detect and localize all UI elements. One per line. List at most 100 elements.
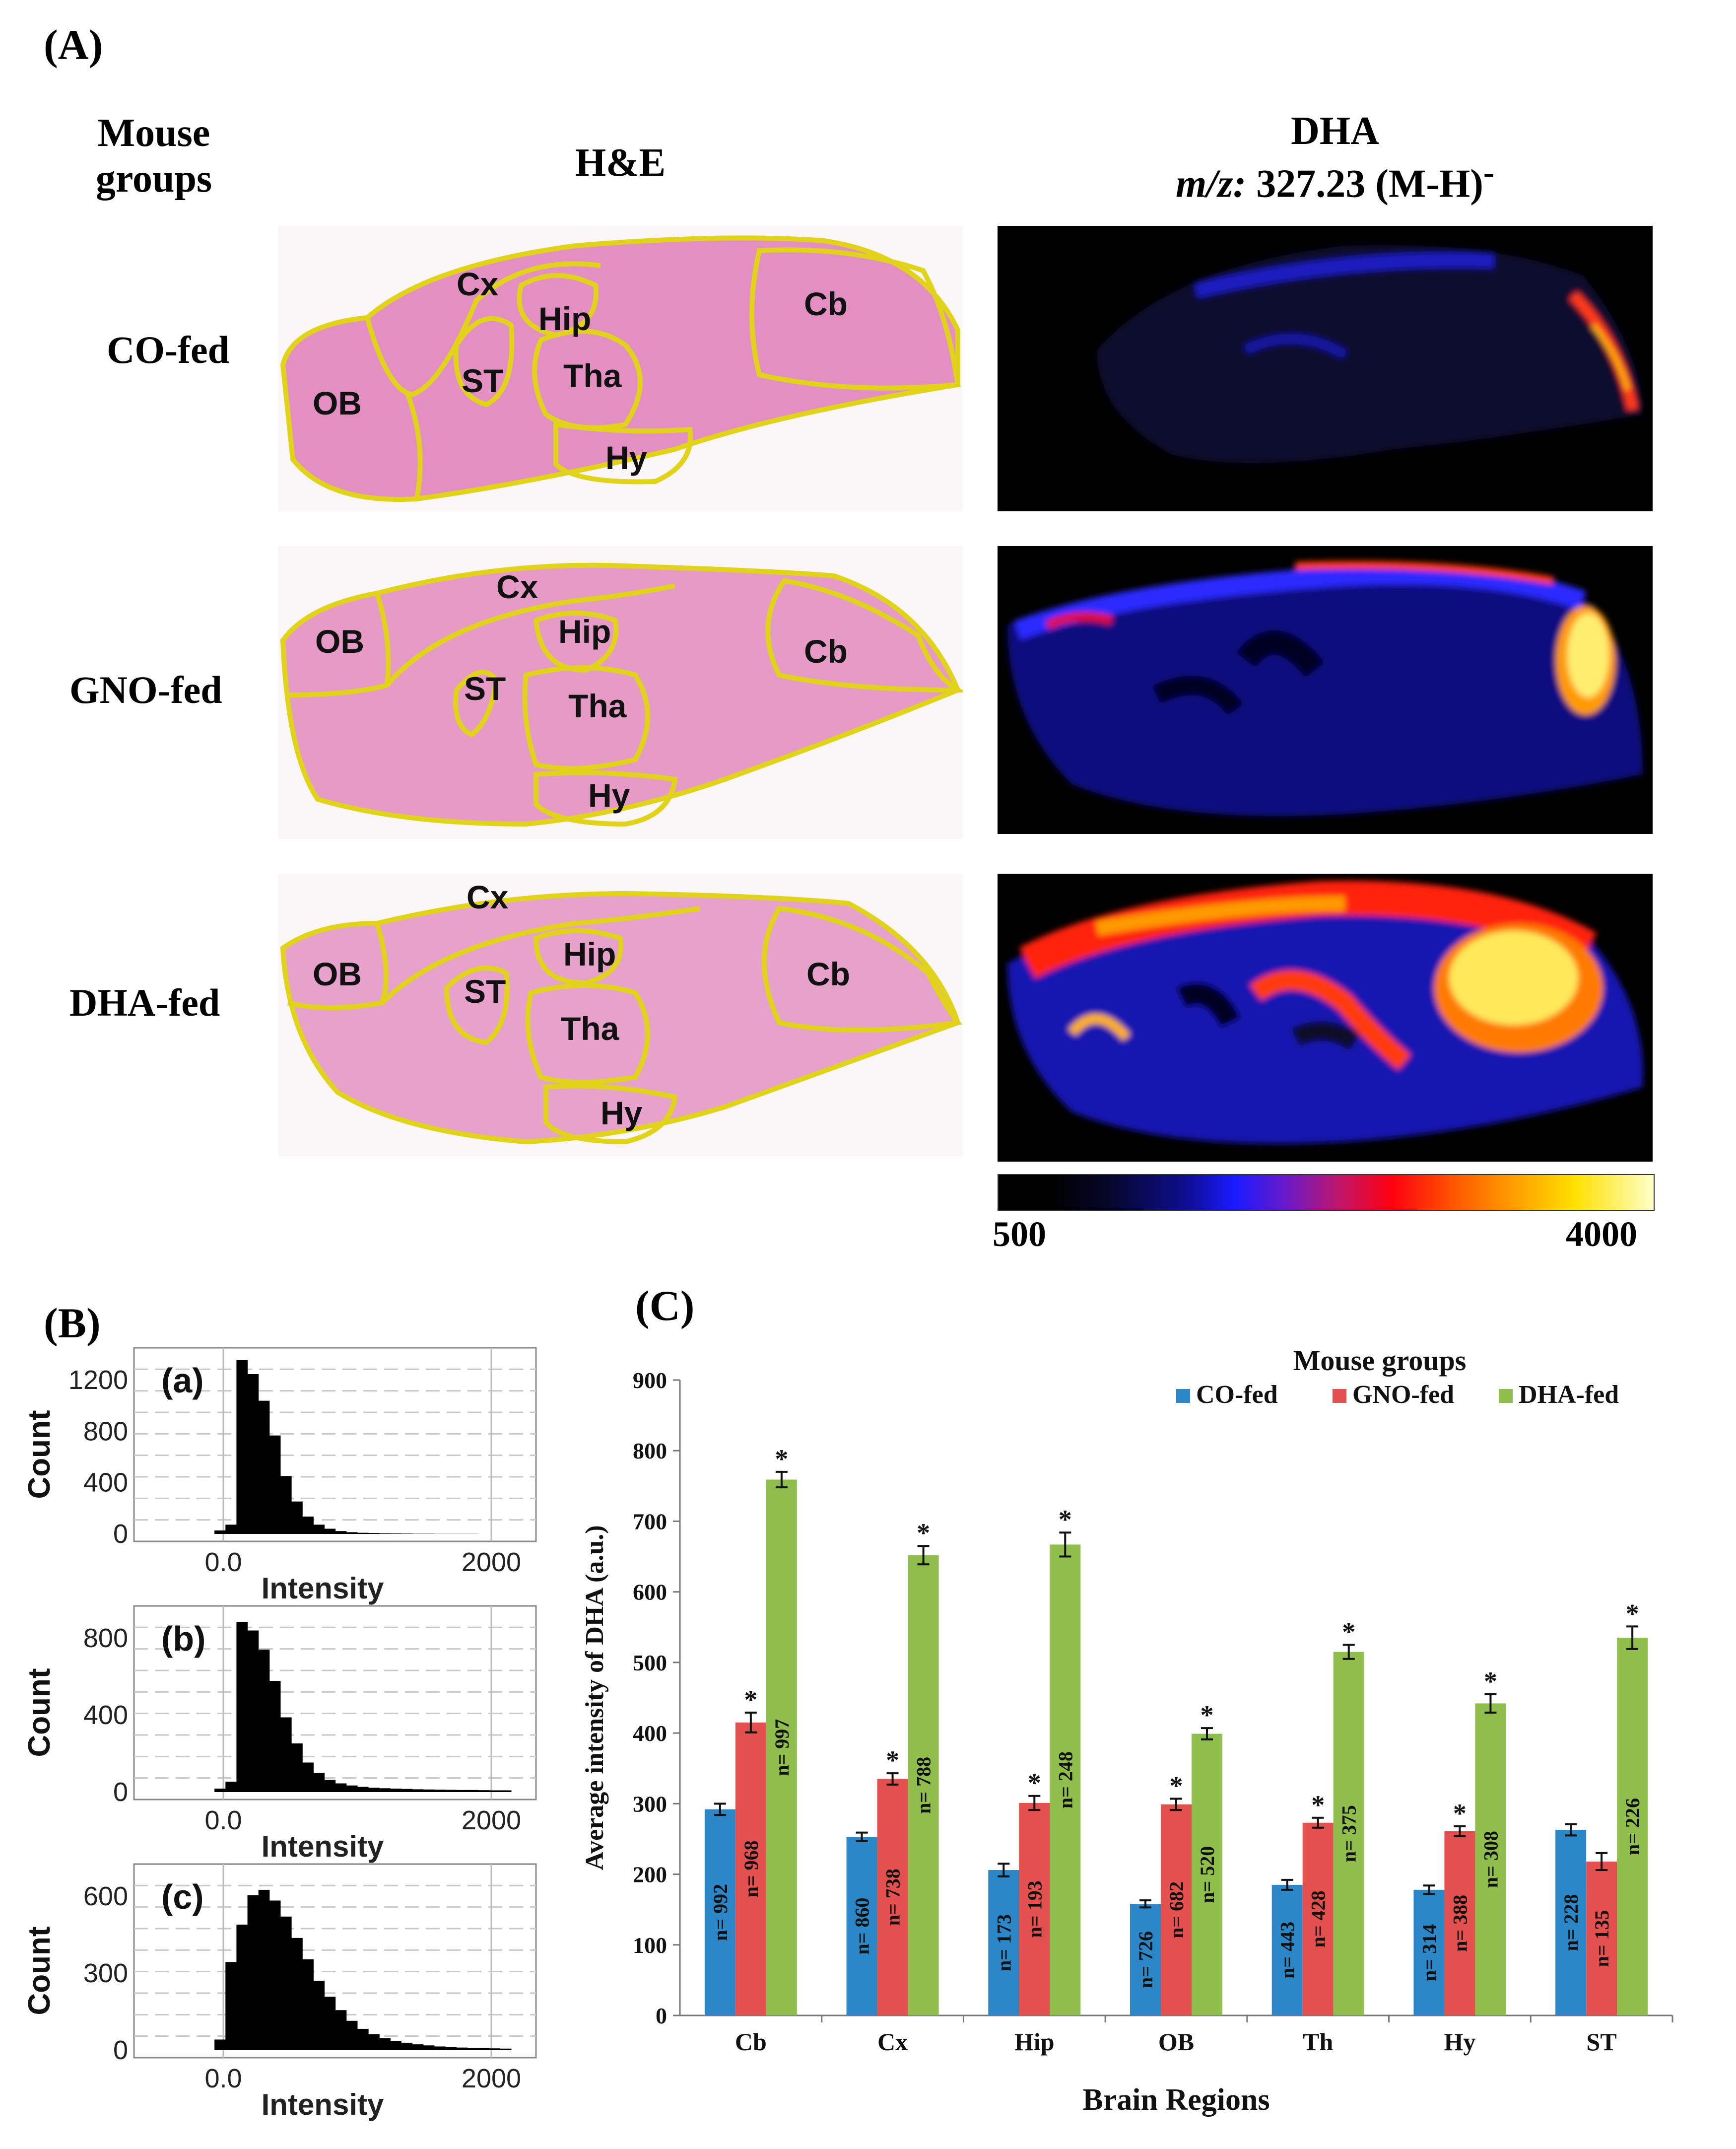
- hist-bin: [291, 1743, 303, 1792]
- row-label-gno: GNO-fed: [69, 668, 222, 711]
- legend-swatch: [1176, 1389, 1190, 1403]
- bar-co-fed-st: [1555, 1829, 1587, 2015]
- hist-bin: [236, 1360, 248, 1534]
- groups-header-line1: Mouse: [97, 111, 210, 155]
- significance-star: *: [1626, 1598, 1639, 1628]
- hist-ytick: 1200: [68, 1365, 128, 1395]
- msi-heatmap-dha: [1007, 881, 1643, 1144]
- hist-bin: [423, 1789, 435, 1792]
- hist-bin: [379, 1788, 391, 1792]
- he-label-hy: Hy: [601, 1095, 643, 1131]
- legend-item-gno-fed: GNO-fed: [1333, 1381, 1454, 1409]
- significance-star: *: [1059, 1505, 1072, 1534]
- x-tick-label: Cb: [735, 2028, 767, 2056]
- bar-dha-fed-th: [1333, 1652, 1364, 2015]
- msi-image-dha: [998, 874, 1653, 1162]
- hist-bin: [412, 2044, 424, 2050]
- mz-italic: m/z:: [1175, 162, 1247, 206]
- hist-bin: [379, 1533, 391, 1534]
- hist-ytick: 0: [113, 1519, 128, 1549]
- hist-ytick: 800: [83, 1623, 128, 1653]
- hist-bin: [291, 1501, 303, 1534]
- hist-bin: [434, 1790, 446, 1792]
- hist-ytick: 800: [83, 1416, 128, 1446]
- he-label-cx: Cx: [496, 568, 538, 605]
- hist-bin: [214, 1789, 226, 1792]
- histogram-0: 1200 800 400 0 0.0 2000 Intensity Count (a): [22, 1347, 537, 1605]
- x-axis-label: Brain Regions: [1082, 2083, 1269, 2117]
- n-label: n= 173: [993, 1914, 1015, 1971]
- hist-bin: [346, 2020, 358, 2050]
- legend-title: Mouse groups: [1293, 1344, 1467, 1377]
- n-label: n= 997: [771, 1719, 793, 1776]
- panel-c-label: (C): [635, 1282, 695, 1329]
- hist-ytick: 400: [83, 1468, 128, 1498]
- hist-bin: [247, 1630, 259, 1792]
- row-label-co: CO-fed: [107, 328, 229, 371]
- hist-tag: (b): [161, 1619, 205, 1658]
- he-label-ob: OB: [313, 385, 362, 421]
- brain-outline: [283, 238, 958, 499]
- bar-gno-fed-hip: [1019, 1802, 1050, 2015]
- hist-bin: [500, 1790, 512, 1792]
- he-section-co: Cx Hip Cb OB ST Tha Hy: [280, 235, 961, 502]
- hist-xtick: 0.0: [204, 1805, 242, 1835]
- he-label-cx: Cx: [457, 266, 499, 302]
- bar-dha-fed-hy: [1475, 1703, 1506, 2015]
- he-section-gno: Cx Hip Cb OB ST Tha Hy: [280, 562, 967, 827]
- hist-bin: [357, 1532, 369, 1534]
- hist-bin: [335, 1531, 347, 1534]
- msi-image-co: [998, 226, 1653, 511]
- hist-xtick: 2000: [462, 2064, 521, 2093]
- hist-bin: [445, 1790, 457, 1792]
- x-tick-label: ST: [1587, 2028, 1617, 2056]
- hist-bin: [401, 1789, 413, 1792]
- panel-b-label: (B): [44, 1299, 101, 1347]
- hist-bin: [247, 1374, 259, 1534]
- y-tick-label: 900: [633, 1368, 667, 1393]
- hist-bin: [357, 2028, 369, 2050]
- mz-value: 327.23 (M-H): [1256, 162, 1483, 206]
- y-tick-label: 200: [633, 1862, 667, 1887]
- hist-xtick: 0.0: [204, 2064, 242, 2093]
- hist-xtick: 2000: [462, 1805, 521, 1835]
- y-tick-label: 600: [633, 1580, 667, 1605]
- n-label: n= 860: [851, 1898, 873, 1955]
- he-label-hip: Hip: [538, 300, 591, 337]
- he-label-st: ST: [464, 973, 506, 1010]
- hist-bin: [357, 1787, 369, 1792]
- hist-tag: (c): [161, 1877, 204, 1916]
- he-image-co: Cx Hip Cb OB ST Tha Hy: [278, 226, 963, 511]
- he-label-st: ST: [464, 670, 506, 707]
- hist-bin: [324, 1780, 336, 1792]
- hist-bin: [423, 2045, 435, 2050]
- hist-bin: [302, 1762, 314, 1792]
- significance-star: *: [917, 1518, 930, 1548]
- legend-item-co-fed: CO-fed: [1176, 1381, 1278, 1409]
- hist-bin: [269, 1681, 281, 1792]
- hist-bin: [368, 1788, 380, 1792]
- he-label-cx: Cx: [467, 879, 509, 915]
- he-label-cb: Cb: [804, 633, 848, 670]
- he-label-st: ST: [462, 362, 503, 399]
- hist-ytick: 600: [83, 1881, 128, 1911]
- he-header: H&E: [575, 141, 666, 185]
- legend-swatch: [1333, 1389, 1346, 1403]
- bar-co-fed-th: [1271, 1884, 1303, 2015]
- hist-bin: [258, 1889, 270, 2050]
- msi-heatmap-gno: [1007, 561, 1643, 816]
- dha-header: DHA m/z: 327.23 (M-H)-: [1012, 108, 1658, 207]
- n-label: n= 135: [1591, 1910, 1613, 1967]
- region-outlines: [280, 891, 963, 1145]
- he-label-hy: Hy: [588, 777, 630, 814]
- x-tick-label: Th: [1303, 2028, 1333, 2056]
- hist-bin: [467, 2048, 479, 2050]
- n-label: n= 738: [882, 1869, 904, 1926]
- hist-bin: [478, 2048, 490, 2050]
- hist-bin: [236, 1622, 248, 1792]
- y-tick-label: 300: [633, 1791, 667, 1816]
- he-label-hy: Hy: [605, 439, 648, 476]
- he-label-tha: Tha: [561, 1010, 620, 1047]
- bar-dha-fed-st: [1617, 1638, 1648, 2015]
- hist-bin: [302, 1959, 314, 2050]
